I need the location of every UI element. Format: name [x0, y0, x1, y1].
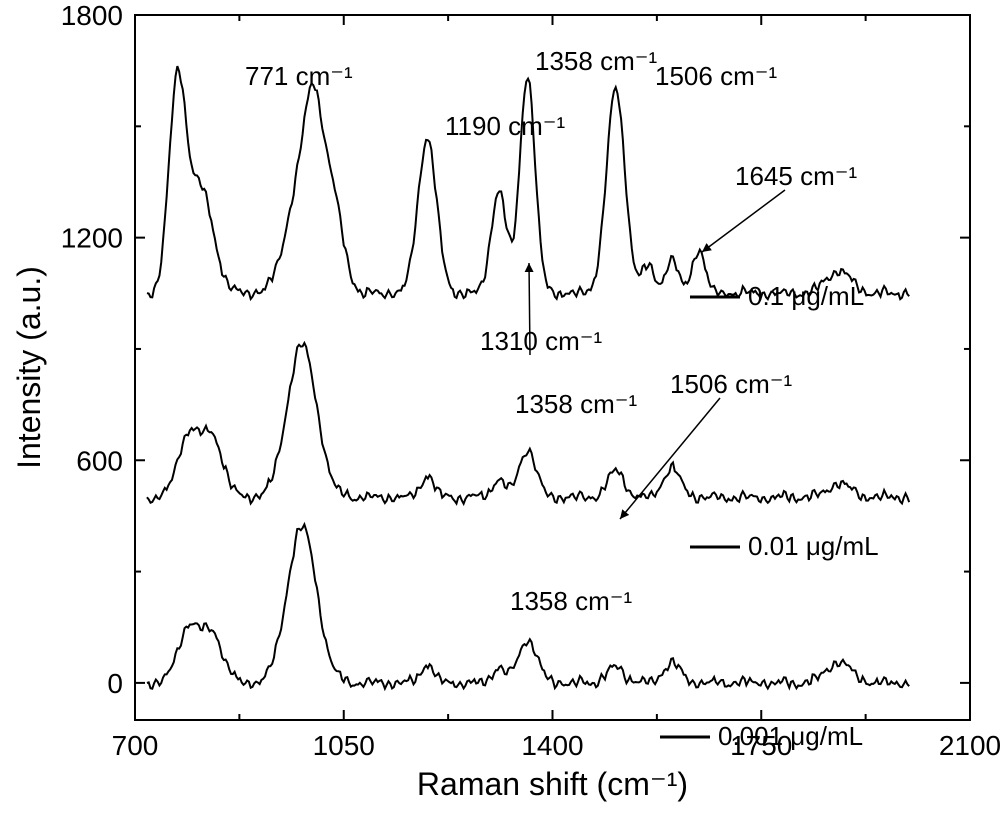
svg-text:1645 cm⁻¹: 1645 cm⁻¹ [735, 161, 857, 191]
svg-text:0: 0 [107, 668, 123, 699]
svg-text:1358 cm⁻¹: 1358 cm⁻¹ [515, 389, 637, 419]
svg-text:1310 cm⁻¹: 1310 cm⁻¹ [480, 326, 602, 356]
svg-text:0.1 μg/mL: 0.1 μg/mL [748, 281, 864, 311]
raman-chart: 7001050140017502100060012001800Raman shi… [0, 0, 1000, 820]
svg-text:1050: 1050 [313, 730, 375, 761]
svg-text:Intensity (a.u.): Intensity (a.u.) [11, 266, 47, 469]
svg-text:700: 700 [112, 730, 159, 761]
svg-text:1506 cm⁻¹: 1506 cm⁻¹ [655, 61, 777, 91]
svg-text:Raman shift (cm⁻¹): Raman shift (cm⁻¹) [417, 766, 688, 802]
svg-text:600: 600 [76, 445, 123, 476]
svg-text:0.01 μg/mL: 0.01 μg/mL [748, 531, 879, 561]
svg-text:0.001 μg/mL: 0.001 μg/mL [718, 721, 863, 751]
svg-text:771 cm⁻¹: 771 cm⁻¹ [245, 61, 353, 91]
svg-text:1358 cm⁻¹: 1358 cm⁻¹ [535, 46, 657, 76]
svg-text:1358 cm⁻¹: 1358 cm⁻¹ [510, 586, 632, 616]
svg-text:1200: 1200 [61, 223, 123, 254]
svg-text:1506 cm⁻¹: 1506 cm⁻¹ [670, 369, 792, 399]
chart-svg: 7001050140017502100060012001800Raman shi… [0, 0, 1000, 820]
svg-text:2100: 2100 [939, 730, 1000, 761]
svg-text:1190 cm⁻¹: 1190 cm⁻¹ [445, 111, 566, 141]
svg-text:1800: 1800 [61, 0, 123, 31]
svg-text:1400: 1400 [521, 730, 583, 761]
